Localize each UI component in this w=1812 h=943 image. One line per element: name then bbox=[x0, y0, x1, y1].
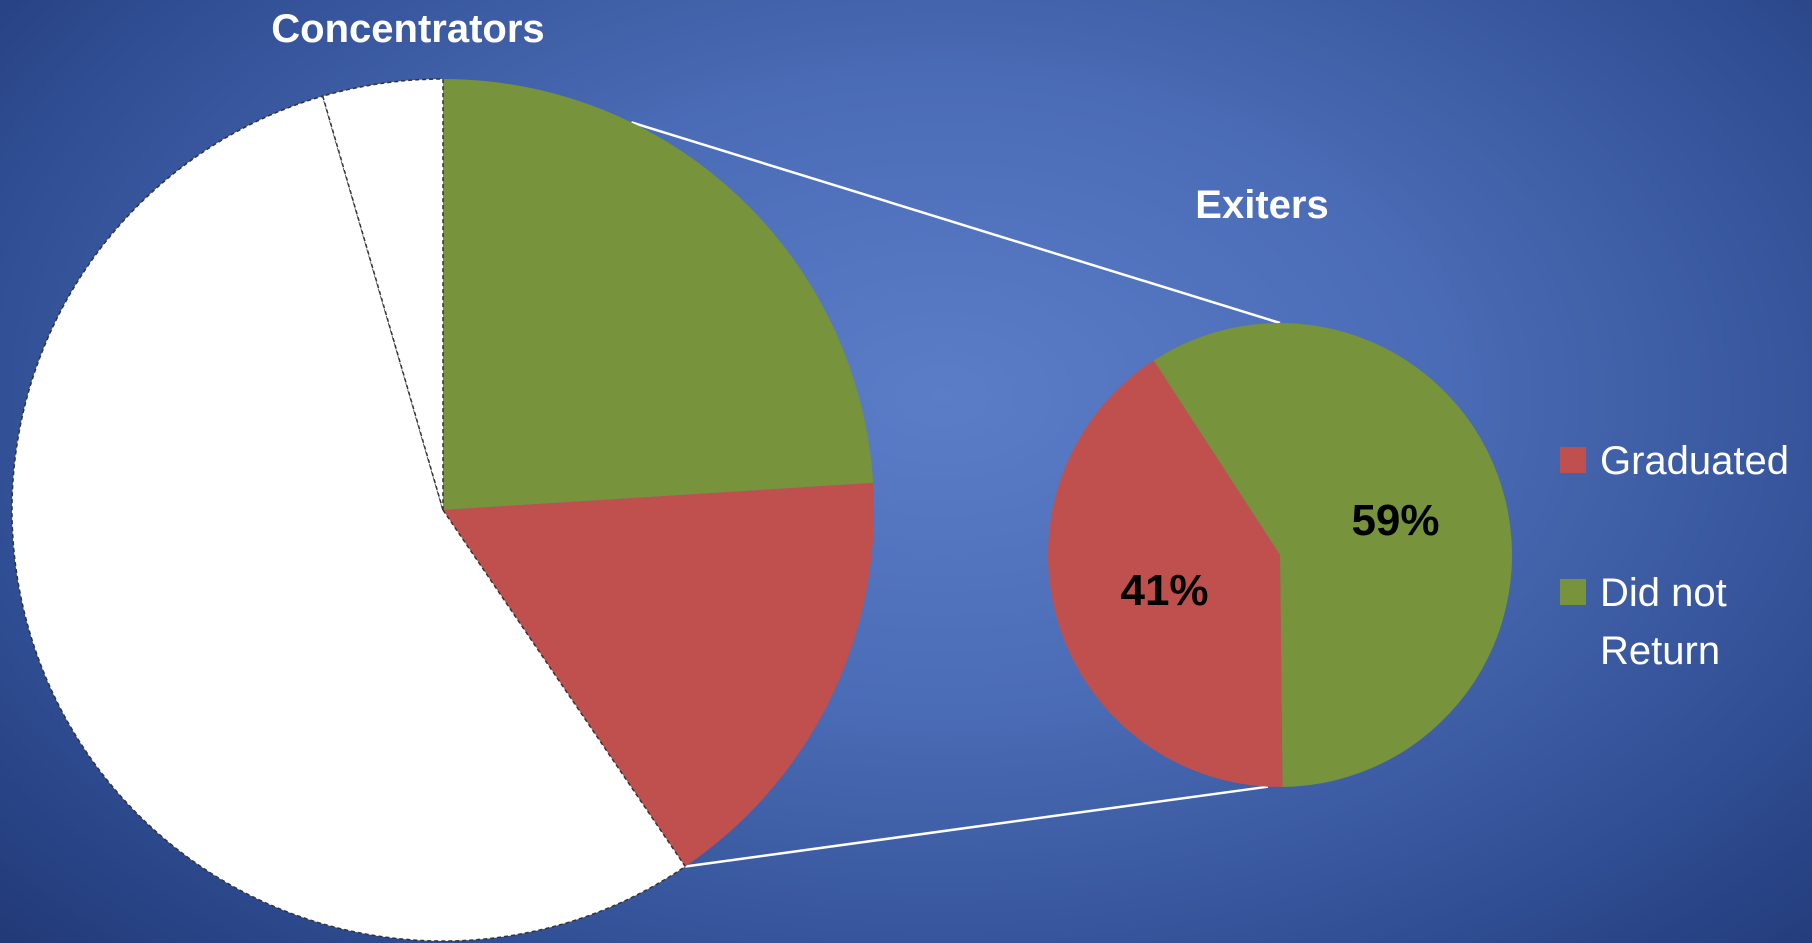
concentrators-slice-unlabeled-3 bbox=[321, 78, 444, 511]
exiters-title: Exiters bbox=[1195, 183, 1328, 227]
connector-line-bottom bbox=[685, 785, 1269, 868]
concentrators-title: Concentrators bbox=[271, 7, 544, 51]
exiters-data-label-graduated: 41% bbox=[1120, 566, 1208, 615]
concentrators-slice-did-not-return bbox=[443, 79, 874, 510]
exiters-data-label-did-not-return: 59% bbox=[1351, 496, 1439, 545]
legend-label-did-not-return-line1: Did not bbox=[1600, 571, 1727, 615]
connector-lines bbox=[631, 121, 1281, 868]
concentrators-slice-graduated bbox=[443, 482, 874, 867]
legend: Graduated Did not Return bbox=[1560, 439, 1789, 673]
legend-swatch-did-not-return bbox=[1560, 579, 1586, 605]
legend-swatch-graduated bbox=[1560, 447, 1586, 473]
concentrators-pie bbox=[11, 78, 874, 942]
legend-label-did-not-return-line2: Return bbox=[1600, 629, 1720, 673]
exiters-pie bbox=[1048, 323, 1512, 787]
connector-line-top bbox=[631, 121, 1281, 325]
concentrators-slice-unlabeled-2 bbox=[11, 95, 687, 942]
exiters-slice-did-not-return bbox=[1153, 323, 1512, 787]
exiters-slice-graduated bbox=[1048, 360, 1283, 787]
legend-label-graduated: Graduated bbox=[1600, 439, 1789, 483]
